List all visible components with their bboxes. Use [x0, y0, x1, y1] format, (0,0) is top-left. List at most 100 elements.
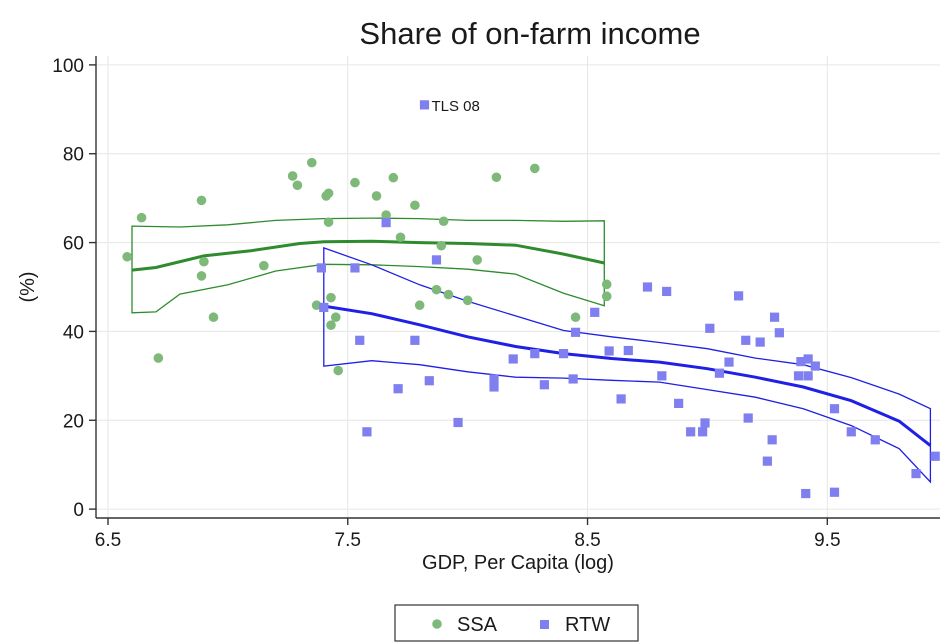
annotations: TLS 08 — [419, 98, 480, 115]
rtw-point — [642, 282, 653, 292]
rtw-point — [803, 371, 813, 381]
ssa-point — [431, 284, 442, 295]
rtw-point — [686, 427, 696, 437]
rtw-point — [911, 468, 921, 479]
legend-marker-rtw — [540, 620, 549, 629]
rtw-point — [810, 361, 820, 371]
ssa-point — [199, 256, 209, 267]
rtw-point — [762, 456, 772, 466]
rtw-point — [453, 417, 463, 428]
rtw-point — [829, 487, 840, 497]
rtw-point — [319, 302, 329, 313]
ssa-point — [529, 163, 540, 174]
rtw-point — [662, 286, 672, 297]
ssa-point — [601, 291, 612, 302]
ssa-point — [326, 292, 336, 303]
y-tick-label: 20 — [63, 411, 84, 432]
ssa-point — [436, 240, 447, 251]
rtw-point — [508, 354, 518, 364]
axes — [89, 56, 940, 525]
ssa-point — [306, 157, 317, 168]
data-points — [122, 157, 940, 499]
x-tick-label: 8.5 — [574, 530, 600, 551]
ssa-point — [259, 260, 269, 271]
ssa-confidence-band — [131, 217, 605, 314]
rtw-point — [355, 335, 365, 345]
ssa-point — [491, 172, 502, 183]
rtw-point — [774, 328, 784, 338]
rtw-point — [362, 427, 372, 437]
ssa-point — [287, 171, 298, 181]
rtw-point — [558, 349, 569, 359]
confidence-bands — [131, 217, 932, 484]
rtw-point — [700, 418, 710, 428]
rtw-point — [769, 312, 780, 322]
rtw-point — [724, 357, 734, 367]
ssa-point — [292, 180, 303, 191]
ssa-point — [443, 289, 454, 300]
ssa-point — [311, 300, 322, 311]
ssa-point — [462, 295, 473, 306]
ssa-point — [326, 320, 336, 331]
ssa-point — [371, 191, 382, 201]
ssa-point — [196, 195, 207, 206]
chart-title: Share of on-farm income — [359, 16, 700, 51]
rtw-point — [870, 435, 880, 445]
rtw-point — [530, 349, 540, 359]
rtw-point — [410, 335, 420, 345]
rtw-point — [743, 413, 753, 423]
ssa-point — [208, 312, 219, 323]
ssa-point — [472, 255, 483, 265]
rtw-point — [846, 427, 856, 437]
gridlines — [96, 56, 940, 518]
ssa-point — [350, 177, 360, 188]
x-tick-label: 7.5 — [335, 530, 361, 551]
ssa-point — [330, 312, 341, 323]
rtw-point — [539, 380, 549, 390]
rtw-point — [623, 345, 633, 356]
ssa-point — [414, 300, 425, 311]
ssa-point — [122, 251, 132, 262]
ssa-point — [196, 271, 207, 281]
rtw-point — [424, 376, 434, 386]
rtw-point — [393, 384, 403, 394]
rtw-point — [568, 374, 578, 384]
y-tick-label: 0 — [73, 500, 84, 521]
annotation-marker — [419, 100, 430, 110]
annotation-label: TLS 08 — [431, 98, 479, 115]
y-tick-label: 60 — [63, 234, 84, 255]
rtw-point — [570, 327, 581, 337]
y-tick-label: 80 — [63, 145, 84, 166]
legend: SSA RTW — [394, 604, 639, 642]
rtw-point — [489, 374, 499, 384]
tick-labels: 0 20 40 60 80 100 6.5 7.5 8.5 9.5 — [52, 56, 840, 551]
ssa-point — [395, 232, 406, 243]
ssa-point — [153, 353, 164, 363]
x-tick-label: 9.5 — [814, 530, 840, 551]
ssa-point — [323, 217, 334, 227]
legend-label-rtw: RTW — [565, 614, 610, 636]
rtw-point — [674, 398, 684, 408]
rtw-point — [793, 371, 804, 381]
x-tick-label: 6.5 — [95, 530, 121, 551]
rtw-point — [657, 371, 667, 381]
ssa-point — [438, 216, 449, 227]
ssa-point — [410, 200, 420, 211]
rtw-point — [767, 435, 777, 445]
ssa-fit-line — [131, 239, 605, 272]
rtw-point — [796, 357, 806, 367]
legend-marker-ssa — [432, 619, 442, 629]
rtw-point — [350, 263, 360, 273]
ssa-point — [323, 188, 334, 199]
y-tick-label: 100 — [52, 56, 84, 77]
y-tick-label: 40 — [63, 322, 84, 343]
y-axis-label: (%) — [17, 271, 39, 302]
rtw-point — [316, 263, 326, 273]
rtw-point — [930, 451, 940, 461]
rtw-point — [803, 354, 813, 364]
ssa-point — [381, 210, 391, 220]
rtw-point — [698, 427, 708, 437]
rtw-point — [714, 368, 725, 378]
rtw-fit-line — [323, 304, 932, 447]
